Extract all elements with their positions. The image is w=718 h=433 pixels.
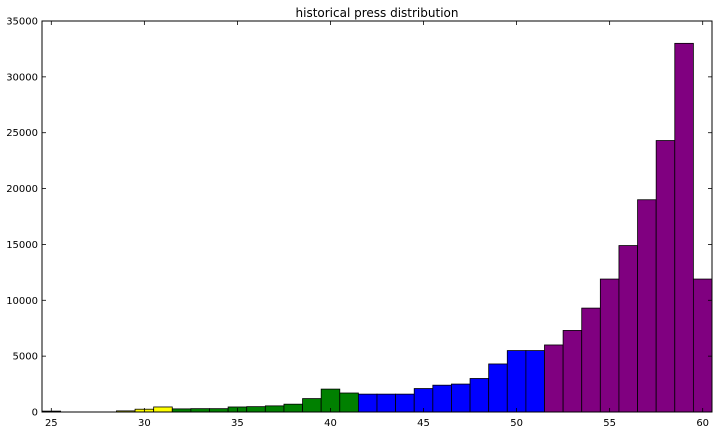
bar-bin-59: [674, 42, 694, 413]
bar-bin-39: [302, 398, 322, 413]
bar-bin-41: [339, 392, 359, 413]
bar-bin-51: [525, 350, 545, 413]
bar-bin-57: [637, 199, 657, 413]
bar-bin-43: [376, 393, 397, 413]
y-tick-label-20000: 20000: [6, 184, 38, 195]
bar-bin-44: [395, 393, 415, 413]
x-tick-label-25: 25: [45, 418, 58, 429]
y-tick-label-25000: 25000: [6, 128, 38, 139]
bar-bin-47: [451, 383, 471, 413]
bar-bin-34: [209, 408, 229, 413]
x-tick-label-30: 30: [138, 418, 151, 429]
bar-bin-37: [264, 405, 285, 413]
bar-bin-31: [153, 406, 173, 413]
bar-bin-58: [655, 140, 676, 413]
x-tick-label-45: 45: [417, 418, 430, 429]
x-tick-label-60: 60: [696, 418, 709, 429]
y-tick-label-15000: 15000: [6, 240, 38, 251]
bar-bin-55: [599, 278, 620, 413]
bar-bin-42: [357, 393, 378, 413]
y-tick-label-5000: 5000: [13, 352, 38, 363]
bar-bin-50: [506, 350, 527, 413]
bar-bin-56: [618, 245, 638, 413]
bar-bin-49: [488, 363, 508, 413]
y-tick-label-30000: 30000: [6, 72, 38, 83]
bar-bin-46: [432, 384, 452, 413]
bar-bin-60: [692, 278, 713, 413]
bar-bin-36: [246, 406, 266, 413]
axes-group: 25 30 35 40 45 50 55 60 0 5000 10000 15000 20000 2500…: [6, 17, 712, 429]
bar-bin-52: [544, 344, 564, 413]
y-tick-label-0: 0: [32, 408, 38, 419]
chart-title: historical press distribution: [296, 6, 459, 20]
bar-bin-38: [283, 403, 303, 413]
x-tick-label-40: 40: [324, 418, 337, 429]
x-tick-label-55: 55: [603, 418, 616, 429]
bar-bin-53: [562, 330, 583, 413]
y-tick-label-10000: 10000: [6, 296, 38, 307]
bar-bin-48: [469, 378, 490, 413]
bars-group: [41, 42, 713, 413]
plot-frame: [41, 20, 713, 413]
x-tick-label-35: 35: [231, 418, 244, 429]
bar-bin-54: [581, 307, 601, 413]
x-tick-label-50: 50: [510, 418, 523, 429]
bar-bin-33: [190, 408, 210, 413]
y-tick-label-35000: 35000: [6, 17, 38, 28]
